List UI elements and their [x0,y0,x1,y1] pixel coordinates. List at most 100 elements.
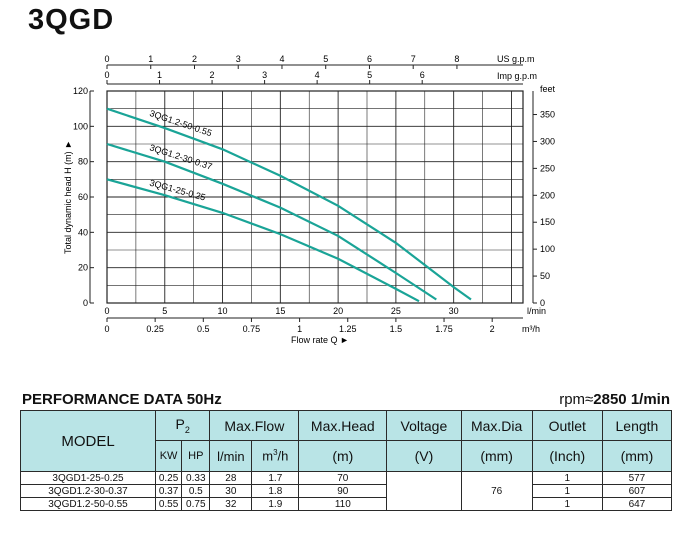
bottom-axis1-tick-label: 0 [104,306,109,316]
bottom-axis1-tick-label: 25 [391,306,401,316]
bottom-axis2-tick-label: 1 [297,324,302,334]
header-m3h-rest: /h [277,448,289,464]
plot-frame [106,90,524,304]
header-length: Length [601,410,673,441]
bottom-axis2-label: m³/h [522,324,540,334]
right-tick-label: 350 [540,110,555,120]
bottom-axis1-tick-label: 10 [218,306,228,316]
right-axis-label: feet [540,84,556,94]
top-axis1-tick-label: 4 [279,54,284,64]
bottom-axis1-tick-label: 30 [449,306,459,316]
top-axis1-tick-label: 5 [323,54,328,64]
header-length-unit: (mm) [601,440,673,472]
bottom-axis2-tick-label: 1.25 [339,324,357,334]
right-tick-label: 200 [540,190,555,200]
table-row: 3QGD1.2-50-0.55 0.55 0.75 32 1.9 110 1 6… [20,497,673,511]
header-max-flow: Max.Flow [209,410,300,441]
header-max-head-unit: (m) [298,440,388,472]
rpm-value: 2850 1/min [593,391,670,408]
top-axis1-tick-label: 1 [148,54,153,64]
cell-hp: 0.33 [181,471,211,485]
right-tick-label: 250 [540,163,555,173]
series-line [106,107,472,301]
bottom-axis2-tick-label: 0.25 [146,324,164,334]
top-axis2-tick-label: 0 [104,70,109,80]
bottom-axis1-tick-label: 15 [275,306,285,316]
top-axis1-tick-label: 2 [192,54,197,64]
cell-m3h: 1.9 [251,497,300,511]
rpm-prefix: rpm≈ [559,391,594,408]
table-row: 3QGD1-25-0.25 0.25 0.33 28 1.7 70 76 1 5… [20,471,673,511]
performance-table: MODEL P2 Max.Flow Max.Head Voltage Max.D… [20,410,673,511]
series-line [106,142,437,301]
header-m3h-sup: 3 [273,448,278,458]
left-tick-label: 20 [78,263,88,273]
cell-length: 607 [601,484,673,498]
cell-hp: 0.5 [181,484,211,498]
series-line [106,178,420,303]
bottom-axis2-tick-label: 1.5 [390,324,403,334]
header-p2-sub: 2 [184,424,190,435]
top-axis2-tick-label: 2 [210,70,215,80]
header-kw: KW [154,440,183,472]
top-axis1-label: US g.p.m [497,54,535,64]
left-tick-label: 80 [78,157,88,167]
bottom-axis2-tick-label: 0 [104,324,109,334]
top-axis2-tick-label: 4 [315,70,320,80]
bottom-axis2-tick-label: 0.5 [197,324,210,334]
cell-length: 647 [601,497,673,511]
cell-kw: 0.55 [154,497,183,511]
cell-length: 577 [601,471,673,485]
header-voltage-unit: (V) [386,440,462,472]
cell-lmin: 30 [209,484,253,498]
bottom-axis1-label: l/min [527,306,546,316]
left-tick-label: 60 [78,192,88,202]
header-p2: P2 [154,410,211,441]
cell-m3h: 1.8 [251,484,300,498]
page-title: 3QGD [28,4,115,36]
header-max-head: Max.Head [298,410,388,441]
bottom-axis1-tick-label: 20 [333,306,343,316]
cell-outlet: 1 [531,497,603,511]
right-tick-label: 150 [540,217,555,227]
left-tick-label: 0 [83,298,88,308]
cell-m3h: 1.7 [251,471,300,485]
cell-lmin: 28 [209,471,253,485]
top-axis2-tick-label: 6 [420,70,425,80]
bottom-axis1-tick-label: 5 [162,306,167,316]
bottom-axis2-tick-label: 2 [490,324,495,334]
cell-voltage [386,471,462,511]
header-outlet-unit: (Inch) [531,440,603,472]
top-axis2-label: Imp g.p.m [497,71,537,81]
top-axis1-tick-label: 6 [367,54,372,64]
header-model: MODEL [20,410,156,472]
header-hp: HP [181,440,211,472]
header-max-dia-unit: (mm) [460,440,533,472]
top-axis1-tick-label: 7 [411,54,416,64]
top-axis2-tick-label: 3 [262,70,267,80]
cell-kw: 0.37 [154,484,183,498]
header-outlet: Outlet [531,410,603,441]
header-p2-label: P [175,416,185,433]
x-axis-label: Flow rate Q ► [291,335,349,345]
cell-head: 70 [298,471,388,485]
top-axis2-tick-label: 5 [367,70,372,80]
performance-heading: PERFORMANCE DATA 50Hz [22,391,222,408]
rpm-label: rpm≈2850 1/min [559,391,670,408]
top-axis1-tick-label: 0 [104,54,109,64]
cell-lmin: 32 [209,497,253,511]
cell-model: 3QGD1-25-0.25 [20,471,156,485]
left-tick-label: 40 [78,227,88,237]
bottom-axis2-tick-label: 0.75 [243,324,261,334]
top-axis1-tick-label: 3 [236,54,241,64]
header-m3h-base: m [262,448,274,464]
left-tick-label: 120 [73,86,88,96]
cell-hp: 0.75 [181,497,211,511]
cell-kw: 0.25 [154,471,183,485]
cell-outlet: 1 [531,484,603,498]
top-axis1-tick-label: 8 [454,54,459,64]
cell-head: 90 [298,484,388,498]
